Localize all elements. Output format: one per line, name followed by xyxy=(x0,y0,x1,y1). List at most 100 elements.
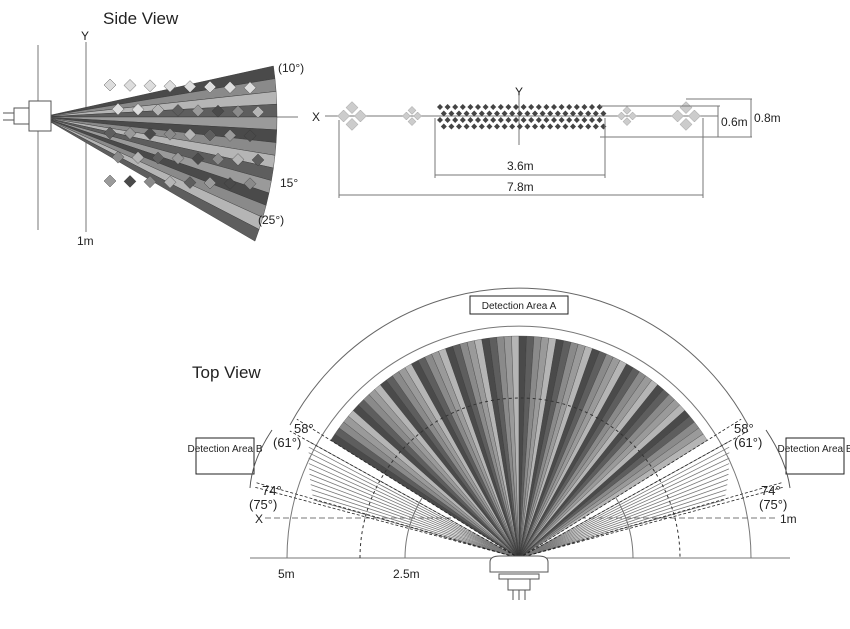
zone-dot xyxy=(501,123,508,130)
left-angle-a-alt: (61°) xyxy=(273,435,301,450)
side-zone xyxy=(243,129,257,143)
zone-dot xyxy=(448,123,455,130)
zone-dot xyxy=(505,104,512,110)
zone-dot xyxy=(573,117,580,123)
zone-dot xyxy=(501,110,508,117)
angle-boundary-line xyxy=(518,481,784,559)
zone-dot xyxy=(475,117,481,123)
zone-dot xyxy=(471,123,478,130)
side-zone xyxy=(143,175,157,189)
side-view-title: Side View xyxy=(103,9,179,28)
side-zone xyxy=(143,127,157,141)
area-b-beam xyxy=(308,468,520,559)
zone-dot xyxy=(513,104,519,110)
outer-zone xyxy=(617,111,626,121)
area-b-beam xyxy=(518,452,730,559)
width-inner-label: 3.6m xyxy=(507,159,534,173)
side-zone xyxy=(183,176,197,189)
area-b-beam xyxy=(308,452,520,559)
right-angle-a: 58° xyxy=(734,421,754,436)
zone-dot xyxy=(570,123,576,130)
zone-dot xyxy=(524,123,531,130)
range-arc-5m xyxy=(286,325,752,559)
angle-boundary-line xyxy=(518,430,749,559)
sensor-body xyxy=(498,573,540,580)
left-angle-a: 58° xyxy=(294,421,314,436)
zone-dot xyxy=(467,117,474,123)
outer-zone xyxy=(345,118,359,131)
side-zone xyxy=(203,128,217,142)
side-zone xyxy=(223,129,237,142)
side-zone xyxy=(191,152,205,166)
sensor-dome xyxy=(489,555,549,573)
side-zone xyxy=(123,175,137,188)
y-axis-label: Y xyxy=(515,85,523,99)
zone-dot xyxy=(596,104,603,110)
zone-dot xyxy=(566,104,573,110)
zone-dot xyxy=(566,117,573,123)
side-zone xyxy=(183,80,197,93)
zone-dot xyxy=(448,110,455,117)
zone-dot xyxy=(475,104,481,110)
zone-dot xyxy=(437,117,443,123)
distance-2-5m-label: 2.5m xyxy=(393,567,420,581)
zone-dot xyxy=(528,104,535,110)
zone-dot xyxy=(440,123,447,130)
side-zone xyxy=(203,176,217,190)
side-zone xyxy=(171,104,185,117)
top-view: Top View Detection Area A Detection Area… xyxy=(187,287,850,600)
area-b-left-label: Detection Area B xyxy=(187,444,262,455)
angle-boundary-line xyxy=(289,430,520,559)
side-zone xyxy=(131,151,145,164)
zone-dot xyxy=(494,123,500,130)
distance-1m-label: 1m xyxy=(780,512,797,526)
side-zone xyxy=(223,177,237,190)
angle-boundary-line xyxy=(296,418,520,559)
outer-zone xyxy=(402,111,411,121)
side-zone xyxy=(231,153,245,166)
zone-dot xyxy=(558,104,565,110)
zone-dot xyxy=(532,110,538,117)
zone-dot xyxy=(478,110,485,117)
side-zone xyxy=(251,153,265,167)
side-zone xyxy=(103,78,117,92)
zone-dot xyxy=(456,110,462,117)
side-zone xyxy=(103,126,117,140)
zone-dot xyxy=(486,110,493,117)
angle-label-middle: 15° xyxy=(280,176,298,190)
side-zone xyxy=(143,79,157,93)
side-zone xyxy=(151,151,165,165)
zone-dot xyxy=(497,104,504,110)
area-b-beam xyxy=(311,489,520,559)
zone-dot xyxy=(490,104,497,110)
side-zone xyxy=(243,81,257,95)
area-b-beam xyxy=(312,494,520,559)
outer-zone xyxy=(407,117,417,126)
zone-dot xyxy=(539,123,546,130)
zone-dot xyxy=(554,123,561,130)
zone-dot xyxy=(551,104,557,110)
area-b-beam xyxy=(518,446,730,559)
right-angle-b: 74° xyxy=(761,483,781,498)
side-zone xyxy=(103,174,117,188)
zone-dot xyxy=(459,117,466,123)
area-a-arc xyxy=(289,287,749,426)
area-a-label: Detection Area A xyxy=(482,301,557,312)
angle-boundary-line xyxy=(518,418,742,559)
area-b-beam xyxy=(308,457,520,559)
zone-dot xyxy=(562,123,569,130)
zone-dot xyxy=(554,110,561,117)
zone-dot xyxy=(490,117,497,123)
outer-zone xyxy=(622,106,632,115)
outer-zone xyxy=(407,106,417,115)
zone-dot xyxy=(497,117,504,123)
zone-dot xyxy=(589,104,595,110)
area-b-beam xyxy=(309,473,520,559)
zone-dot xyxy=(505,117,512,123)
zone-dot xyxy=(482,104,489,110)
zone-dot xyxy=(444,104,451,110)
side-zone xyxy=(231,105,245,118)
zone-dot xyxy=(520,117,527,123)
side-zone xyxy=(131,103,145,116)
